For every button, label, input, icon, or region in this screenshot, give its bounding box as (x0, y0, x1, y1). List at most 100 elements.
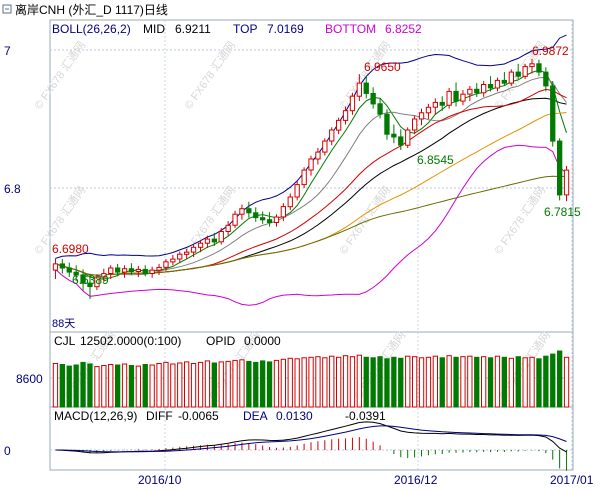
annotation-6-9650: 6.9650 (364, 60, 401, 74)
candle-up (349, 95, 356, 112)
boll-mid-value: 6.9211 (175, 22, 211, 36)
volume-bar (204, 360, 211, 408)
candle-down (260, 217, 266, 221)
volume-bar (59, 364, 66, 408)
candle-down (211, 238, 217, 243)
volume-bar (294, 358, 300, 408)
candle-down (439, 101, 445, 106)
volume-bar (121, 363, 128, 408)
candle-up (405, 129, 411, 146)
volume-bar (536, 358, 542, 408)
candle-up (239, 208, 245, 215)
candle-down (115, 267, 121, 273)
candle-down (59, 263, 66, 269)
candle-up (529, 63, 535, 68)
candle-down (474, 88, 480, 94)
volume-bar (184, 361, 190, 408)
macd-series (55, 421, 568, 471)
candle-down (557, 140, 563, 196)
annotation-6-6980: 6.6980 (52, 242, 89, 256)
candle-down (246, 208, 252, 214)
candle-up (342, 110, 349, 121)
annotation-6-8545: 6.8545 (417, 153, 454, 167)
candle-down (266, 219, 273, 223)
candle-up (204, 238, 211, 244)
volume-bar (239, 359, 245, 408)
ma20-line (55, 88, 567, 276)
volume-bar (522, 357, 528, 408)
candle-up (197, 242, 204, 248)
candle-up (301, 169, 307, 186)
candle-up (273, 216, 280, 223)
volume-bar (52, 363, 59, 408)
volume-bar (494, 355, 501, 408)
volume-bar (108, 364, 114, 408)
candle-up (232, 213, 238, 226)
volume-tick-8600: 8600 (16, 372, 43, 386)
candle-up (563, 169, 570, 196)
candle-up (508, 71, 515, 84)
candle-down (453, 90, 459, 102)
candle-up (225, 224, 231, 233)
volume-bar (432, 355, 439, 408)
volume-bar (322, 357, 328, 408)
volume-legend: CJL 12502.0000(0:100) OPID 0.0000 (54, 334, 281, 348)
candle-up (494, 79, 501, 89)
watermark-3: © FX678 汇通网 (337, 39, 393, 112)
candle-down (80, 274, 86, 284)
opid-label: OPID (206, 334, 236, 348)
volume-bar (260, 360, 266, 408)
volume-bar (439, 357, 445, 408)
macd-dea-value: 0.0130 (276, 409, 313, 423)
price-annotations: 6.6980 6.6389 6.9650 6.8545 6.9872 6.781… (52, 44, 581, 287)
candle-down (550, 85, 556, 142)
volume-bar (474, 356, 480, 408)
volume-bar (94, 366, 100, 408)
macd-value: -0.0391 (345, 409, 386, 423)
volume-bar (218, 361, 224, 408)
boll-mid-label: MID (143, 22, 165, 36)
macd-name: MACD(12,26,9) (54, 409, 137, 423)
candle-up (418, 112, 425, 120)
macd-tick-zero: 0 (4, 444, 11, 458)
candle-up (280, 206, 287, 218)
boll-top-label: TOP (233, 22, 257, 36)
volume-bar (287, 357, 293, 408)
volume-bar (308, 356, 314, 408)
date-label-2016-12: 2016/12 (394, 473, 438, 487)
candle-down (377, 103, 383, 115)
volume-bar (342, 355, 349, 408)
volume-value: 12502.0000(0:100) (80, 334, 181, 348)
macd-diff-label: DIFF (146, 409, 173, 423)
instrument-title: 离岸CNH (外汇_D 1117)日线 (15, 2, 168, 17)
candle-up (315, 151, 321, 160)
candle-down (66, 267, 72, 273)
volume-bar (467, 355, 473, 408)
volume-bar (481, 356, 487, 408)
candle-up (522, 66, 528, 77)
opid-value: 0.0000 (244, 334, 281, 348)
volume-bar (515, 356, 521, 408)
ma40-line (55, 112, 567, 276)
volume-bar (156, 363, 162, 408)
watermark-7: © FX678 汇通网 (337, 184, 393, 257)
date-label-2017-01: 2017/01 (550, 473, 594, 487)
volume-bar (550, 353, 556, 408)
volume-bar (391, 356, 397, 408)
macd-legend: MACD(12,26,9) DIFF -0.0065 DEA 0.0130 -0… (54, 409, 386, 423)
volume-bar (211, 362, 217, 408)
volume-bar (563, 356, 570, 408)
candle-up (156, 266, 162, 271)
candle-up (432, 101, 439, 108)
candle-up (446, 90, 452, 106)
candle-up (329, 129, 335, 142)
candle-up (356, 82, 363, 97)
candle-down (370, 93, 376, 105)
volume-bars (52, 350, 570, 408)
candle-up (322, 140, 328, 153)
volume-bar (266, 361, 273, 408)
volume-bar (349, 356, 356, 408)
candle-up (481, 84, 487, 94)
annotation-6-6389: 6.6389 (72, 273, 109, 287)
